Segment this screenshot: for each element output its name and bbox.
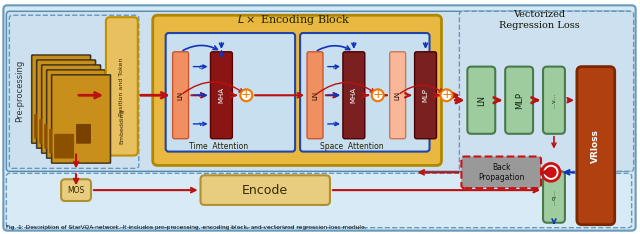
FancyBboxPatch shape — [173, 52, 189, 139]
FancyBboxPatch shape — [6, 173, 632, 228]
FancyBboxPatch shape — [461, 157, 541, 188]
FancyBboxPatch shape — [467, 67, 495, 134]
Circle shape — [542, 163, 560, 181]
Text: +: + — [241, 88, 252, 101]
FancyBboxPatch shape — [390, 52, 406, 139]
Text: LN: LN — [477, 95, 486, 106]
Text: MOS: MOS — [67, 186, 84, 195]
Text: MHA: MHA — [351, 87, 357, 103]
Text: LN: LN — [178, 91, 184, 100]
Circle shape — [372, 89, 384, 101]
FancyBboxPatch shape — [3, 5, 636, 231]
FancyBboxPatch shape — [36, 60, 96, 149]
FancyBboxPatch shape — [153, 15, 442, 165]
FancyBboxPatch shape — [52, 76, 110, 162]
FancyBboxPatch shape — [51, 74, 111, 163]
FancyBboxPatch shape — [76, 124, 91, 144]
FancyBboxPatch shape — [66, 114, 81, 134]
Text: Embedding: Embedding — [120, 108, 124, 144]
Text: k: k — [198, 92, 202, 98]
FancyBboxPatch shape — [343, 52, 365, 139]
Text: MLP: MLP — [515, 92, 524, 109]
FancyBboxPatch shape — [505, 67, 533, 134]
FancyBboxPatch shape — [543, 171, 565, 223]
FancyBboxPatch shape — [31, 55, 91, 144]
FancyBboxPatch shape — [46, 69, 106, 158]
Text: Encode: Encode — [242, 184, 288, 197]
Text: v: v — [333, 121, 337, 127]
FancyBboxPatch shape — [37, 61, 95, 148]
FancyBboxPatch shape — [47, 71, 105, 157]
FancyBboxPatch shape — [61, 179, 91, 201]
Text: Space  Attention: Space Attention — [320, 142, 383, 151]
FancyBboxPatch shape — [56, 104, 71, 124]
FancyBboxPatch shape — [32, 56, 90, 143]
FancyBboxPatch shape — [42, 66, 100, 153]
Text: k: k — [333, 92, 337, 98]
Text: Time  Attention: Time Attention — [189, 142, 248, 151]
Circle shape — [241, 89, 252, 101]
FancyBboxPatch shape — [41, 65, 101, 154]
Text: +: + — [441, 88, 452, 101]
Text: Vectorized
Regression Loss: Vectorized Regression Loss — [499, 11, 579, 30]
Text: Pre-processing: Pre-processing — [15, 60, 24, 122]
FancyBboxPatch shape — [415, 52, 436, 139]
Text: LN: LN — [395, 91, 401, 100]
Text: q: q — [333, 64, 337, 69]
FancyBboxPatch shape — [54, 134, 74, 158]
Text: +: + — [372, 88, 383, 101]
FancyBboxPatch shape — [106, 17, 138, 156]
FancyBboxPatch shape — [39, 119, 59, 144]
FancyBboxPatch shape — [300, 33, 429, 152]
Text: $L\times$ Encoding Block: $L\times$ Encoding Block — [237, 13, 351, 27]
FancyBboxPatch shape — [200, 175, 330, 205]
FancyBboxPatch shape — [6, 11, 632, 171]
Text: Position and Token: Position and Token — [120, 57, 124, 116]
Text: Back
Propagation: Back Propagation — [478, 163, 524, 182]
Text: q: q — [198, 64, 203, 69]
Text: LN: LN — [312, 91, 318, 100]
FancyBboxPatch shape — [577, 67, 614, 225]
FancyBboxPatch shape — [10, 15, 139, 168]
Text: v: v — [198, 121, 203, 127]
Circle shape — [440, 89, 452, 101]
Text: ...q...: ...q... — [552, 189, 557, 205]
Text: MLP: MLP — [422, 88, 429, 102]
FancyBboxPatch shape — [211, 52, 232, 139]
FancyBboxPatch shape — [543, 67, 565, 134]
Circle shape — [546, 167, 556, 177]
FancyBboxPatch shape — [166, 33, 295, 152]
FancyBboxPatch shape — [307, 52, 323, 139]
Text: Fig. 1: Description of StarVQA network. It includes pre-processing, encoding blo: Fig. 1: Description of StarVQA network. … — [6, 225, 367, 230]
Text: VRloss: VRloss — [591, 129, 600, 163]
FancyBboxPatch shape — [460, 11, 634, 171]
FancyBboxPatch shape — [71, 119, 86, 139]
Text: MHA: MHA — [218, 87, 225, 103]
FancyBboxPatch shape — [49, 129, 69, 154]
FancyBboxPatch shape — [61, 109, 76, 129]
FancyBboxPatch shape — [44, 124, 64, 149]
FancyBboxPatch shape — [35, 114, 54, 139]
Text: ...v...: ...v... — [552, 93, 557, 108]
